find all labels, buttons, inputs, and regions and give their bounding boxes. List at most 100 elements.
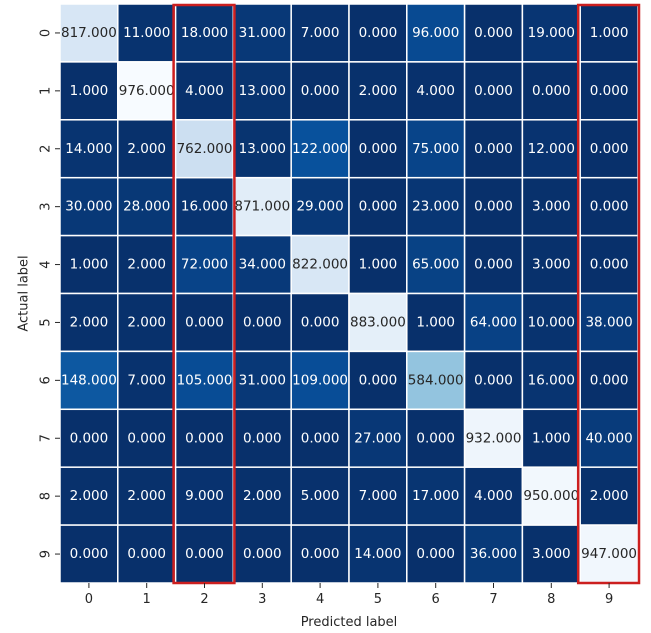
y-axis-ticks: 0 1 2 3 4 5 6 7 8 9 — [39, 29, 60, 558]
heatmap-cell-1-8 — [521, 61, 581, 121]
y-tick-label-1: 1 — [39, 87, 54, 95]
cell-value-6-7: 0.000 — [474, 372, 513, 388]
heatmap-cell-0-9 — [579, 3, 639, 63]
cell-value-2-8: 12.000 — [528, 141, 575, 157]
heatmap-cell-2-1 — [117, 119, 177, 179]
heatmap-cell-6-3 — [232, 350, 292, 411]
heatmap-cell-3-0 — [59, 176, 119, 237]
cell-value-4-3: 34.000 — [239, 257, 286, 273]
cell-value-0-0: 817.000 — [61, 25, 117, 41]
heatmap-cell-7-7 — [463, 408, 524, 468]
heatmap-cell-5-2 — [174, 292, 235, 353]
cell-value-6-3: 31.000 — [239, 372, 286, 388]
x-tick-label-9: 9 — [605, 592, 613, 607]
cell-value-1-4: 0.000 — [301, 83, 340, 99]
cell-value-3-1: 28.000 — [123, 199, 170, 215]
y-tick-label-4: 4 — [39, 260, 54, 268]
cell-value-8-3: 2.000 — [243, 488, 282, 504]
y-tick-label-7: 7 — [39, 434, 54, 442]
heatmap-cell-8-6 — [406, 466, 466, 526]
heatmap-cell-3-6 — [406, 176, 466, 237]
heatmap-cell-9-8 — [521, 524, 581, 584]
cell-value-2-1: 2.000 — [127, 141, 166, 157]
cell-value-0-2: 18.000 — [181, 25, 228, 41]
cell-value-6-4: 109.000 — [292, 372, 348, 388]
cell-value-3-4: 29.000 — [296, 199, 343, 215]
heatmap-cell-9-7 — [463, 524, 524, 584]
cell-value-8-0: 2.000 — [70, 488, 109, 504]
cell-value-9-6: 0.000 — [416, 546, 455, 562]
heatmap-cell-7-6 — [406, 408, 466, 468]
cell-value-3-9: 0.000 — [590, 199, 629, 215]
y-tick-label-8: 8 — [39, 492, 54, 500]
heatmap-cell-2-6 — [406, 119, 466, 179]
heatmap-cell-6-0 — [59, 350, 119, 411]
y-tick-label-5: 5 — [39, 318, 54, 326]
x-tick-label-3: 3 — [258, 592, 266, 607]
cell-value-3-3: 871.000 — [234, 199, 290, 215]
cell-value-5-0: 2.000 — [70, 314, 109, 330]
heatmap-cell-0-5 — [348, 3, 408, 63]
heatmap-cell-4-7 — [463, 234, 524, 295]
cell-value-2-5: 0.000 — [359, 141, 398, 157]
y-tick-label-6: 6 — [39, 376, 54, 384]
heatmap-cell-7-8 — [521, 408, 581, 468]
cell-value-2-3: 13.000 — [239, 141, 286, 157]
x-tick-label-6: 6 — [432, 592, 440, 607]
cell-value-9-9: 947.000 — [581, 546, 637, 562]
cell-value-3-5: 0.000 — [359, 199, 398, 215]
cell-value-8-4: 5.000 — [301, 488, 340, 504]
cell-value-8-2: 9.000 — [185, 488, 224, 504]
cell-value-6-1: 7.000 — [127, 372, 166, 388]
cell-value-4-4: 822.000 — [292, 257, 348, 273]
heatmap-cell-9-0 — [59, 524, 119, 584]
cell-value-5-1: 2.000 — [127, 314, 166, 330]
cell-value-8-5: 7.000 — [359, 488, 398, 504]
cell-value-7-1: 0.000 — [127, 430, 166, 446]
heatmap-cell-5-0 — [59, 292, 119, 353]
heatmap-cell-6-7 — [463, 350, 524, 411]
y-tick-label-3: 3 — [39, 203, 54, 211]
cell-value-3-6: 23.000 — [412, 199, 459, 215]
heatmap-cell-0-1 — [117, 3, 177, 63]
heatmap-cell-8-3 — [232, 466, 292, 526]
heatmap-cell-5-5 — [348, 292, 408, 353]
cell-value-2-6: 75.000 — [412, 141, 459, 157]
x-tick-label-0: 0 — [85, 592, 93, 607]
cell-value-4-9: 0.000 — [590, 257, 629, 273]
heatmap-cell-2-2 — [174, 119, 235, 179]
heatmap-cell-2-8 — [521, 119, 581, 179]
heatmap-cell-1-5 — [348, 61, 408, 121]
cell-value-9-0: 0.000 — [70, 546, 109, 562]
cell-value-5-8: 10.000 — [528, 314, 575, 330]
cell-value-4-7: 0.000 — [474, 257, 513, 273]
cell-value-8-9: 2.000 — [590, 488, 629, 504]
cell-value-2-2: 762.000 — [177, 141, 233, 157]
heatmap-cell-7-2 — [174, 408, 235, 468]
cell-value-6-2: 105.000 — [177, 372, 233, 388]
heatmap-cell-8-7 — [463, 466, 524, 526]
heatmap-cell-1-7 — [463, 61, 524, 121]
heatmap-cell-8-4 — [290, 466, 350, 526]
heatmap-cell-5-4 — [290, 292, 350, 353]
cell-value-4-2: 72.000 — [181, 257, 228, 273]
cell-value-1-2: 4.000 — [185, 83, 224, 99]
cell-value-7-4: 0.000 — [301, 430, 340, 446]
cell-value-4-1: 2.000 — [127, 257, 166, 273]
cell-value-5-7: 64.000 — [470, 314, 517, 330]
cell-value-7-0: 0.000 — [70, 430, 109, 446]
cell-value-8-1: 2.000 — [127, 488, 166, 504]
heatmap-cell-labels: 817.000 11.000 18.000 31.000 7.000 0.000 96.00… — [61, 25, 637, 562]
heatmap-cell-1-1 — [117, 61, 177, 121]
cell-value-4-8: 3.000 — [532, 257, 571, 273]
heatmap-cell-6-6 — [406, 350, 466, 411]
cell-value-1-7: 0.000 — [474, 83, 513, 99]
cell-value-2-4: 122.000 — [292, 141, 348, 157]
heatmap-cells — [59, 3, 639, 584]
heatmap-cell-7-1 — [117, 408, 177, 468]
cell-value-5-9: 38.000 — [585, 314, 632, 330]
heatmap-cell-1-9 — [579, 61, 639, 121]
cell-value-5-6: 1.000 — [416, 314, 455, 330]
heatmap-cell-4-4 — [290, 234, 350, 295]
